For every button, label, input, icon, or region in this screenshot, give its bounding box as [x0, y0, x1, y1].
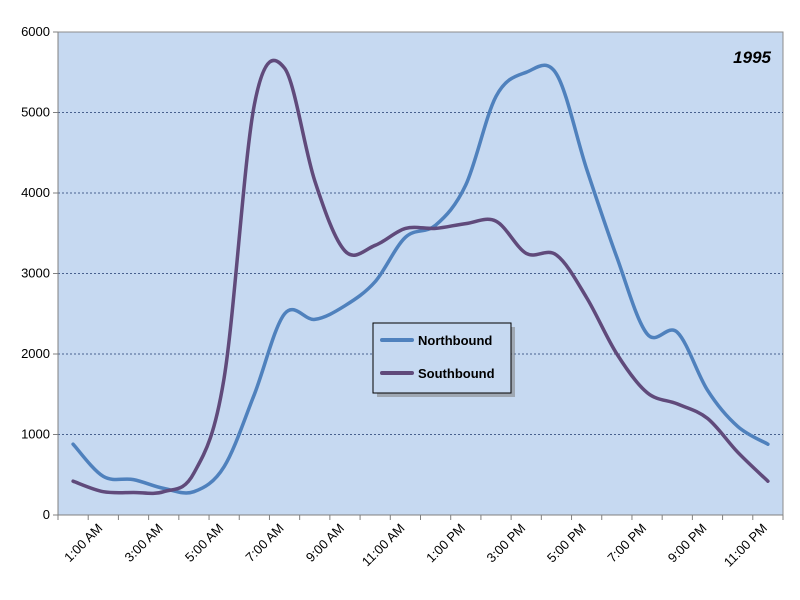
x-tick-label: 11:00 PM — [721, 521, 770, 570]
legend-box — [372, 322, 512, 394]
legend-label-northbound: Northbound — [418, 333, 492, 348]
y-tick-label: 3000 — [21, 266, 50, 281]
y-tick-label: 6000 — [21, 24, 50, 39]
y-tick-label: 2000 — [21, 346, 50, 361]
x-tick-label: 9:00 PM — [665, 521, 710, 566]
x-tick-label: 1:00 AM — [61, 521, 105, 565]
x-axis-ticks: 1:00 AM 3:00 AM 5:00 AM 7:00 AM 9:00 AM 11:00… — [57, 515, 784, 570]
x-tick-label: 5:00 AM — [182, 521, 226, 565]
series-lines — [71, 58, 770, 496]
x-tick-label: 9:00 AM — [303, 521, 347, 565]
chart-annotation: 1995 — [733, 48, 771, 67]
y-tick-label: 0 — [43, 507, 50, 522]
gridlines — [58, 112, 783, 435]
x-tick-label: 3:00 PM — [484, 521, 529, 566]
y-tick-label: 1000 — [21, 427, 50, 442]
x-tick-label: 5:00 PM — [544, 521, 589, 566]
y-axis-ticks: 0 1000 2000 3000 4000 5000 6000 — [21, 24, 58, 522]
x-tick-label: 3:00 AM — [122, 521, 166, 565]
series-line-southbound — [71, 58, 770, 496]
legend-label-southbound: Southbound — [418, 366, 495, 381]
legend: Northbound Southbound — [372, 322, 515, 397]
series-line-northbound — [71, 63, 770, 495]
x-tick-label: 1:00 PM — [423, 521, 468, 566]
y-tick-label: 4000 — [21, 185, 50, 200]
x-tick-label: 7:00 PM — [604, 521, 649, 566]
x-tick-label: 7:00 AM — [242, 521, 286, 565]
x-tick-label: 11:00 AM — [359, 521, 408, 570]
y-tick-label: 5000 — [21, 105, 50, 120]
